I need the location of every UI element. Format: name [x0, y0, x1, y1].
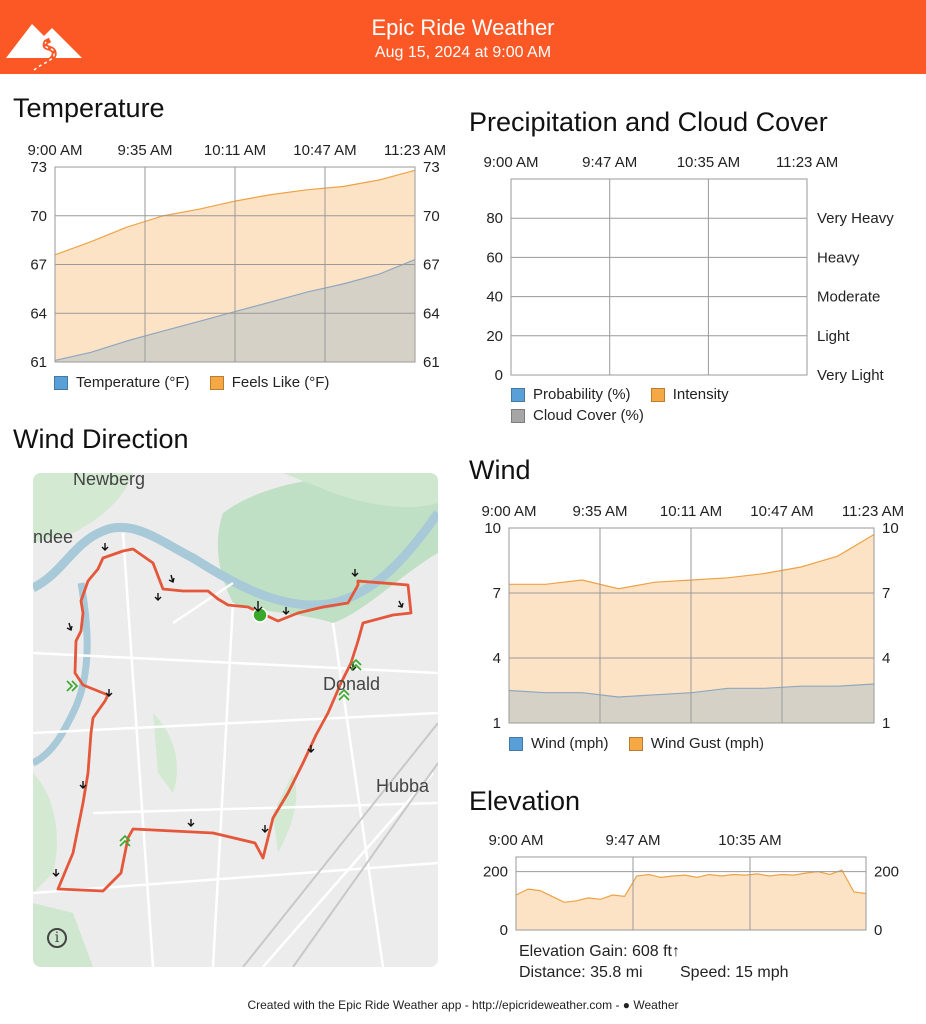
- temperature-title: Temperature: [13, 93, 165, 123]
- y-tick-label-left: 7: [493, 585, 501, 602]
- plot-border: [515, 856, 867, 931]
- x-tick-label: 9:47 AM: [582, 154, 637, 171]
- y-tick-label-right: 4: [882, 650, 890, 667]
- legend-wind: Wind (mph): [509, 735, 609, 752]
- x-tick-label: 9:00 AM: [488, 832, 543, 849]
- map-label-ndee: ndee: [33, 527, 74, 547]
- mountain-road-logo: [6, 24, 82, 72]
- y-tick-label-right: 73: [423, 159, 440, 176]
- forecast-date: Aug 15, 2024 at 9:00 AM: [374, 44, 552, 61]
- info-icon[interactable]: i: [47, 928, 67, 948]
- precipitation-title: Precipitation and Cloud Cover: [469, 107, 828, 137]
- map-label-donald: Donald: [323, 674, 381, 694]
- wind-title: Wind: [469, 455, 531, 485]
- y-tick-label-left: 1: [493, 715, 501, 732]
- x-tick-label: 11:23 AM: [842, 503, 904, 520]
- y-tick-label-left: 10: [484, 520, 501, 537]
- temperature-legend: Temperature (°F) Feels Like (°F): [54, 374, 345, 394]
- y-tick-label-left: 70: [30, 208, 47, 225]
- distance-stat: Distance: 35.8 mi: [519, 964, 643, 981]
- plot-area: [510, 178, 808, 376]
- intensity-label: Heavy: [817, 249, 860, 266]
- footer-weather-label: Weather: [633, 998, 679, 1012]
- map-label-newberg: Newberg: [73, 473, 146, 489]
- map-label-hubba: Hubba: [376, 776, 430, 796]
- y-tick-label-left: 4: [493, 650, 501, 667]
- y-tick-label-right: 10: [882, 520, 899, 537]
- x-tick-label: 10:47 AM: [750, 503, 813, 520]
- app-header: Epic Ride Weather Aug 15, 2024 at 9:00 A…: [0, 0, 926, 74]
- speed-stat: Speed: 15 mph: [680, 964, 789, 981]
- y-tick-label-left: 80: [486, 210, 503, 227]
- y-tick-label-right: 1: [882, 715, 890, 732]
- y-tick-label-right: 64: [423, 305, 440, 322]
- x-tick-label: 10:11 AM: [204, 142, 266, 159]
- x-tick-label: 11:23 AM: [384, 142, 446, 159]
- y-tick-label-left: 40: [486, 289, 503, 306]
- legend-intensity: Intensity: [650, 386, 729, 404]
- y-tick-label-right: 0: [874, 922, 882, 939]
- intensity-label: Moderate: [817, 289, 880, 306]
- precipitation-legend: Probability (%) Intensity Cloud Cover (%…: [511, 386, 811, 428]
- intensity-label: Very Light: [817, 367, 885, 384]
- y-tick-label-left: 0: [495, 367, 503, 384]
- wind-direction-map[interactable]: Newberg ndee Donald Hubba i: [33, 473, 438, 967]
- y-tick-label-left: 0: [500, 922, 508, 939]
- apple-icon: ●: [622, 998, 634, 1012]
- wind-direction-title: Wind Direction: [13, 424, 189, 454]
- x-tick-label: 9:00 AM: [481, 503, 536, 520]
- elevation-gain: Elevation Gain: 608 ft↑: [519, 943, 680, 960]
- y-tick-label-left: 73: [30, 159, 47, 176]
- y-tick-label-right: 70: [423, 208, 440, 225]
- series-area-0: [516, 870, 866, 930]
- x-tick-label: 9:00 AM: [27, 142, 82, 159]
- x-tick-label: 9:35 AM: [572, 503, 627, 520]
- plot-border: [508, 527, 875, 724]
- elevation-title: Elevation: [469, 786, 581, 816]
- y-tick-label-left: 64: [30, 305, 47, 322]
- x-tick-label: 9:35 AM: [117, 142, 172, 159]
- y-tick-label-right: 67: [423, 257, 440, 274]
- series-line-0: [515, 869, 867, 903]
- x-tick-label: 9:47 AM: [605, 832, 660, 849]
- x-tick-label: 10:35 AM: [677, 154, 740, 171]
- wind-legend: Wind (mph) Wind Gust (mph): [509, 735, 780, 755]
- map-canvas: [33, 473, 438, 967]
- y-tick-label-right: 61: [423, 354, 440, 371]
- intensity-label: Very Heavy: [817, 210, 894, 227]
- x-tick-label: 10:47 AM: [293, 142, 356, 159]
- plot-border: [54, 166, 416, 363]
- y-tick-label-right: 7: [882, 585, 890, 602]
- y-tick-label-left: 200: [483, 864, 508, 881]
- legend-temperature: Temperature (°F): [54, 374, 190, 391]
- y-tick-label-left: 60: [486, 249, 503, 266]
- x-tick-label: 9:00 AM: [483, 154, 538, 171]
- x-tick-label: 11:23 AM: [776, 154, 838, 171]
- y-tick-label-left: 20: [486, 328, 503, 345]
- plot-border: [510, 178, 808, 376]
- x-tick-label: 10:11 AM: [660, 503, 722, 520]
- legend-feels-like: Feels Like (°F): [209, 374, 329, 391]
- footer-credit: Created with the Epic Ride Weather app -…: [0, 998, 926, 1012]
- app-title: Epic Ride Weather: [371, 15, 555, 40]
- footer-text: Created with the Epic Ride Weather app -…: [247, 998, 623, 1012]
- y-tick-label-left: 61: [30, 354, 47, 371]
- legend-wind-gust: Wind Gust (mph): [628, 735, 764, 752]
- intensity-label: Light: [817, 328, 850, 345]
- y-tick-label-right: 200: [874, 864, 899, 881]
- y-tick-label-left: 67: [30, 257, 47, 274]
- legend-probability: Probability (%): [511, 386, 631, 404]
- legend-cloud-cover: Cloud Cover (%): [511, 407, 644, 425]
- x-tick-label: 10:35 AM: [718, 832, 781, 849]
